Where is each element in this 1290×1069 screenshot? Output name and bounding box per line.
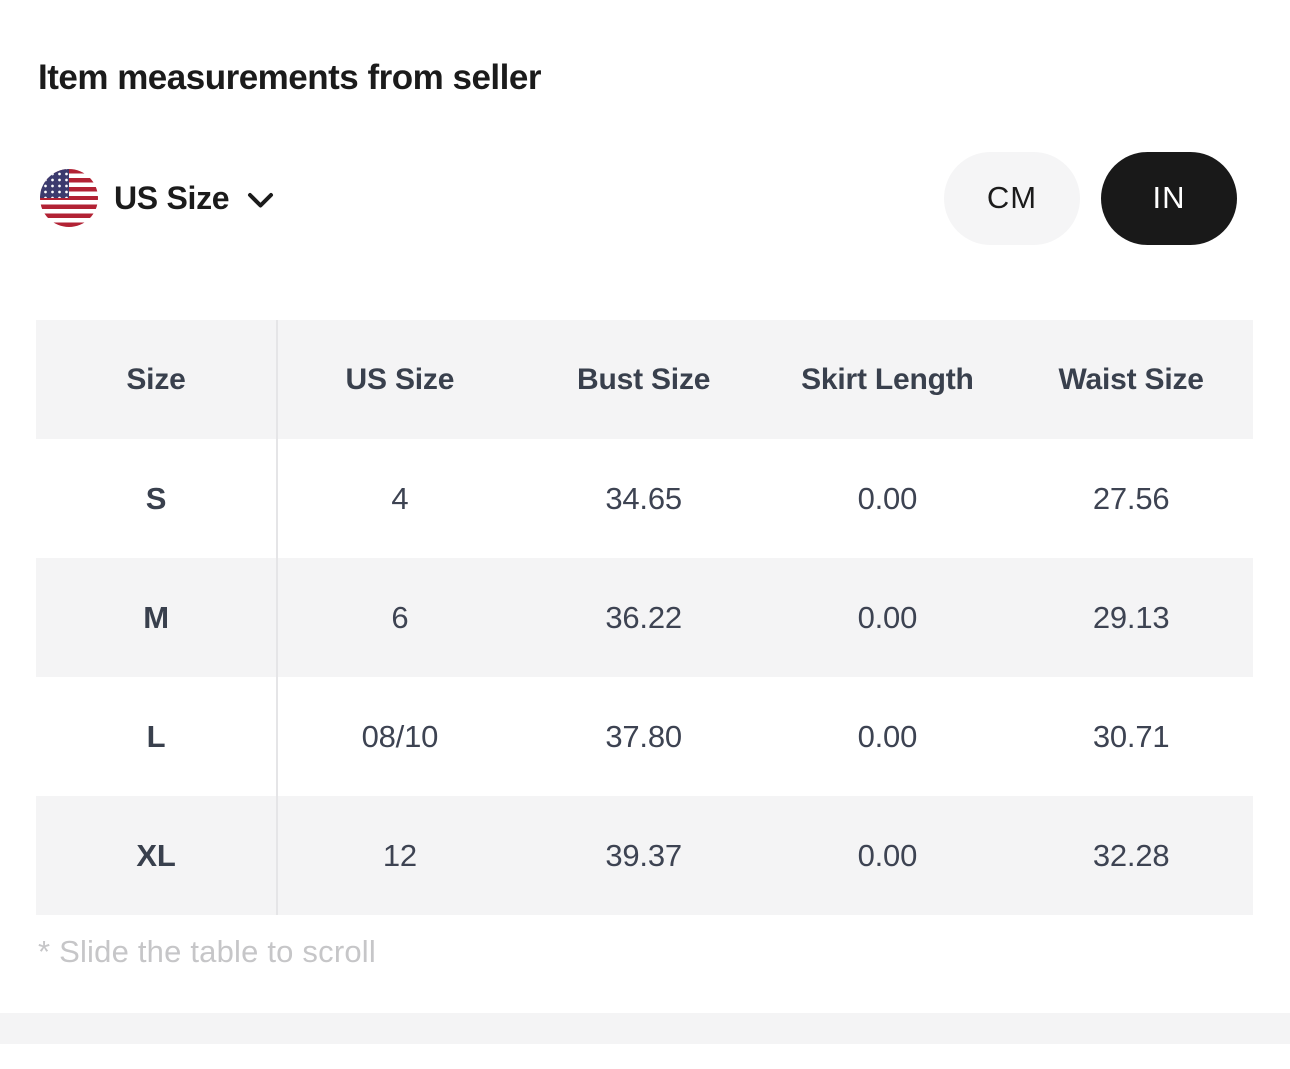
table-header-row: Size US Size Bust Size Skirt Length Wais… [36,320,1253,439]
cell-us-size: 4 [391,480,409,516]
selector-row: US Size CM IN [0,151,1290,245]
unit-cm-button[interactable]: CM [944,151,1080,245]
column-header-size: Size [36,320,278,439]
section-divider [0,1013,1290,1044]
column-header-us-size: US Size [345,362,455,396]
flag-canton [40,169,69,198]
cell-size: L [36,677,278,796]
cell-waist-size: 30.71 [1092,718,1170,754]
page-title: Item measurements from seller [38,58,541,97]
cell-skirt-length: 0.00 [857,599,918,635]
size-standard-label: US Size [114,179,230,216]
cell-skirt-length: 0.00 [857,718,918,754]
measurements-table[interactable]: Size US Size Bust Size Skirt Length Wais… [36,320,1253,915]
column-header-bust-size: Bust Size [577,362,711,396]
column-header-waist-size: Waist Size [1058,362,1204,396]
table-row: M 6 36.22 0.00 29.13 [36,558,1253,677]
cell-skirt-length: 0.00 [857,480,918,516]
cell-size: XL [36,796,278,915]
cell-waist-size: 29.13 [1092,599,1170,635]
cell-us-size: 08/10 [361,718,439,754]
cell-skirt-length: 0.00 [857,837,918,873]
cell-waist-size: 32.28 [1092,837,1170,873]
cell-bust-size: 36.22 [605,599,682,635]
us-flag-icon [40,169,98,227]
table-row: L 08/10 37.80 0.00 30.71 [36,677,1253,796]
chevron-down-icon [248,192,274,207]
cell-us-size: 12 [382,837,417,873]
cell-bust-size: 37.80 [605,718,682,754]
cell-size: S [36,439,278,558]
cell-size: M [36,558,278,677]
cell-waist-size: 27.56 [1092,480,1170,516]
unit-in-button[interactable]: IN [1101,151,1237,245]
cell-us-size: 6 [391,599,409,635]
cell-bust-size: 39.37 [605,837,682,873]
size-standard-selector[interactable]: US Size [40,151,274,245]
unit-toggle: CM IN [944,151,1237,245]
table-row: S 4 34.65 0.00 27.56 [36,439,1253,558]
table-row: XL 12 39.37 0.00 32.28 [36,796,1253,915]
column-header-skirt-length: Skirt Length [801,362,974,396]
scroll-hint-note: * Slide the table to scroll [38,934,376,969]
cell-bust-size: 34.65 [605,480,682,516]
